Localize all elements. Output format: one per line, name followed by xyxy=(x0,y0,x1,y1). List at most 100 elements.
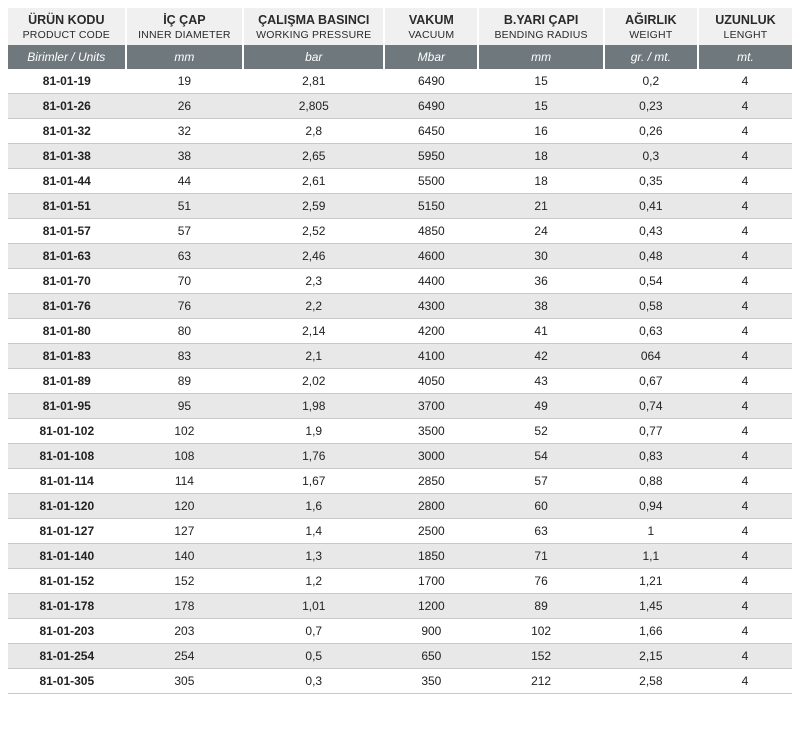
units-row: Birimler / Units mm bar Mbar mm gr. / mt… xyxy=(8,45,792,69)
table-cell: 63 xyxy=(478,518,603,543)
table-cell: 2,58 xyxy=(604,668,698,693)
table-cell: 18 xyxy=(478,168,603,193)
table-cell: 81-01-44 xyxy=(8,168,126,193)
table-cell: 81-01-83 xyxy=(8,343,126,368)
table-cell: 1,6 xyxy=(243,493,384,518)
table-cell: 4 xyxy=(698,493,792,518)
table-row: 81-01-63632,464600300,484 xyxy=(8,243,792,268)
table-cell: 0,67 xyxy=(604,368,698,393)
table-cell: 5150 xyxy=(384,193,478,218)
table-cell: 3700 xyxy=(384,393,478,418)
table-cell: 81-01-32 xyxy=(8,118,126,143)
table-cell: 81-01-102 xyxy=(8,418,126,443)
table-cell: 81-01-120 xyxy=(8,493,126,518)
table-cell: 1,2 xyxy=(243,568,384,593)
table-cell: 2,61 xyxy=(243,168,384,193)
table-cell: 064 xyxy=(604,343,698,368)
table-cell: 2,14 xyxy=(243,318,384,343)
header-secondary: LENGHT xyxy=(701,29,790,41)
table-cell: 81-01-152 xyxy=(8,568,126,593)
table-cell: 2,15 xyxy=(604,643,698,668)
table-row: 81-01-95951,983700490,744 xyxy=(8,393,792,418)
table-cell: 16 xyxy=(478,118,603,143)
table-cell: 2,8 xyxy=(243,118,384,143)
table-cell: 60 xyxy=(478,493,603,518)
unit-cell: Mbar xyxy=(384,45,478,69)
table-cell: 2,65 xyxy=(243,143,384,168)
table-cell: 4400 xyxy=(384,268,478,293)
table-cell: 4 xyxy=(698,568,792,593)
header-secondary: VACUUM xyxy=(387,29,475,41)
table-cell: 900 xyxy=(384,618,478,643)
table-cell: 81-01-57 xyxy=(8,218,126,243)
table-cell: 1200 xyxy=(384,593,478,618)
table-cell: 0,74 xyxy=(604,393,698,418)
table-cell: 49 xyxy=(478,393,603,418)
table-row: 81-01-70702,34400360,544 xyxy=(8,268,792,293)
table-cell: 4 xyxy=(698,93,792,118)
table-cell: 4 xyxy=(698,443,792,468)
table-cell: 0,23 xyxy=(604,93,698,118)
table-cell: 4 xyxy=(698,268,792,293)
table-cell: 4850 xyxy=(384,218,478,243)
table-cell: 44 xyxy=(126,168,244,193)
table-row: 81-01-1781781,011200891,454 xyxy=(8,593,792,618)
table-cell: 1,66 xyxy=(604,618,698,643)
table-cell: 81-01-26 xyxy=(8,93,126,118)
table-cell: 81-01-76 xyxy=(8,293,126,318)
table-body: 81-01-19192,816490150,2481-01-26262,8056… xyxy=(8,69,792,694)
table-cell: 15 xyxy=(478,93,603,118)
table-row: 81-01-19192,816490150,24 xyxy=(8,69,792,94)
table-row: 81-01-32322,86450160,264 xyxy=(8,118,792,143)
table-cell: 2,52 xyxy=(243,218,384,243)
table-head: ÜRÜN KODU PRODUCT CODE İÇ ÇAP INNER DIAM… xyxy=(8,8,792,69)
table-row: 81-01-2542540,56501522,154 xyxy=(8,643,792,668)
table-cell: 1,67 xyxy=(243,468,384,493)
table-cell: 30 xyxy=(478,243,603,268)
table-cell: 203 xyxy=(126,618,244,643)
table-cell: 81-01-305 xyxy=(8,668,126,693)
table-cell: 4 xyxy=(698,318,792,343)
table-cell: 0,77 xyxy=(604,418,698,443)
unit-cell: bar xyxy=(243,45,384,69)
table-row: 81-01-1271271,425006314 xyxy=(8,518,792,543)
table-cell: 76 xyxy=(478,568,603,593)
table-cell: 3500 xyxy=(384,418,478,443)
table-cell: 4 xyxy=(698,393,792,418)
table-cell: 18 xyxy=(478,143,603,168)
table-cell: 1850 xyxy=(384,543,478,568)
product-spec-table: ÜRÜN KODU PRODUCT CODE İÇ ÇAP INNER DIAM… xyxy=(8,8,792,694)
table-row: 81-01-38382,655950180,34 xyxy=(8,143,792,168)
table-cell: 152 xyxy=(126,568,244,593)
table-cell: 1,3 xyxy=(243,543,384,568)
table-cell: 4 xyxy=(698,243,792,268)
table-cell: 140 xyxy=(126,543,244,568)
table-cell: 4 xyxy=(698,618,792,643)
table-cell: 81-01-203 xyxy=(8,618,126,643)
table-cell: 4 xyxy=(698,368,792,393)
table-row: 81-01-2032030,79001021,664 xyxy=(8,618,792,643)
table-cell: 350 xyxy=(384,668,478,693)
table-cell: 178 xyxy=(126,593,244,618)
table-cell: 83 xyxy=(126,343,244,368)
table-cell: 36 xyxy=(478,268,603,293)
table-cell: 19 xyxy=(126,69,244,94)
table-cell: 2,46 xyxy=(243,243,384,268)
header-primary: UZUNLUK xyxy=(701,14,790,28)
table-cell: 254 xyxy=(126,643,244,668)
table-row: 81-01-51512,595150210,414 xyxy=(8,193,792,218)
table-cell: 650 xyxy=(384,643,478,668)
header-secondary: PRODUCT CODE xyxy=(10,29,123,41)
table-cell: 4 xyxy=(698,193,792,218)
table-cell: 81-01-178 xyxy=(8,593,126,618)
table-row: 81-01-1141141,672850570,884 xyxy=(8,468,792,493)
table-cell: 38 xyxy=(478,293,603,318)
unit-cell: Birimler / Units xyxy=(8,45,126,69)
table-row: 81-01-1021021,93500520,774 xyxy=(8,418,792,443)
table-cell: 6450 xyxy=(384,118,478,143)
table-cell: 57 xyxy=(478,468,603,493)
table-cell: 81-01-51 xyxy=(8,193,126,218)
table-cell: 1,21 xyxy=(604,568,698,593)
col-header-bending-radius: B.YARI ÇAPI BENDING RADIUS xyxy=(478,8,603,45)
table-cell: 71 xyxy=(478,543,603,568)
